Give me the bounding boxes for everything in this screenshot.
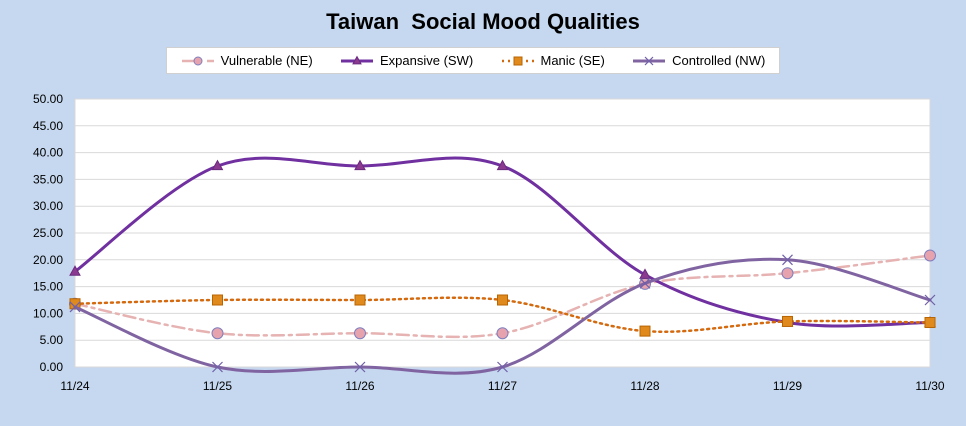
series-group (69, 294, 936, 337)
marker-x-stroke (924, 294, 936, 306)
marker-x (212, 361, 223, 373)
series-group (69, 254, 936, 375)
marker-x-stroke (354, 361, 366, 373)
x-tick-label: 11/27 (488, 379, 517, 393)
y-tick-label: 20.00 (33, 253, 63, 267)
y-tick-label: 40.00 (33, 146, 63, 160)
marker-circle-legend (193, 56, 203, 65)
marker-circle (781, 267, 794, 280)
legend-label-manic: Manic (SE) (540, 53, 605, 68)
marker-triangle (639, 268, 651, 279)
x-tick-label: 11/28 (630, 379, 659, 393)
legend-item-vulnerable: Vulnerable (NE) (181, 53, 313, 68)
marker-x (639, 277, 651, 289)
marker-x-stroke (69, 301, 81, 313)
legend-item-controlled: Controlled (NW) (632, 53, 765, 68)
legend-item-expansive: Expansive (SW) (340, 53, 473, 68)
marker-circle (924, 249, 936, 262)
legend-swatch-expansive (340, 55, 373, 64)
marker-x (497, 361, 508, 373)
y-tick-label: 30.00 (33, 199, 63, 213)
marker-x (924, 294, 936, 306)
legend-swatch-vulnerable (181, 56, 214, 65)
marker-square (782, 315, 793, 327)
marker-x-stroke (782, 254, 793, 266)
y-tick-label: 0.00 (40, 360, 64, 374)
marker-x (354, 361, 366, 373)
y-tick-label: 15.00 (33, 280, 63, 294)
marker-square-legend (513, 56, 522, 65)
legend-label-vulnerable: Vulnerable (NE) (220, 53, 313, 68)
marker-x (69, 301, 81, 313)
marker-x-stroke (212, 361, 223, 373)
x-tick-label: 11/24 (60, 379, 89, 393)
marker-x-stroke (644, 56, 654, 65)
marker-square (497, 294, 508, 306)
x-tick-label: 11/30 (915, 379, 944, 393)
y-tick-label: 25.00 (33, 226, 63, 240)
legend-item-manic: Manic (SE) (501, 53, 605, 68)
x-tick-label: 11/26 (345, 379, 374, 393)
x-tick-label: 11/25 (203, 379, 232, 393)
legend-swatch-controlled (633, 56, 666, 65)
marker-triangle (211, 159, 224, 171)
marker-triangle (496, 159, 509, 171)
chart-legend: Vulnerable (NE) Expansive (SW) Manic (SE… (166, 47, 780, 74)
y-tick-label: 10.00 (33, 306, 63, 320)
marker-circle (354, 327, 366, 340)
marker-square (212, 294, 223, 306)
x-tick-label: 11/29 (773, 379, 802, 393)
marker-triangle (354, 159, 366, 171)
y-tick-label: 50.00 (33, 92, 63, 106)
marker-triangle (69, 265, 81, 276)
marker-triangle-legend (352, 55, 362, 64)
marker-x-stroke (497, 361, 508, 373)
marker-x-legend (644, 56, 654, 65)
chart-title: Taiwan Social Mood Qualities (326, 9, 640, 34)
marker-x (782, 254, 793, 266)
marker-square (639, 325, 651, 337)
marker-square (69, 298, 81, 310)
y-tick-label: 45.00 (33, 119, 63, 133)
marker-circle (496, 327, 509, 340)
y-tick-label: 5.00 (40, 333, 64, 347)
legend-swatch-manic (501, 56, 534, 65)
marker-circle (211, 327, 224, 340)
marker-square (924, 317, 936, 329)
marker-x-stroke (639, 277, 651, 289)
y-tick-label: 35.00 (33, 172, 63, 186)
legend-label-controlled: Controlled (NW) (672, 53, 766, 68)
marker-square (354, 294, 366, 306)
legend-label-expansive: Expansive (SW) (379, 53, 474, 68)
